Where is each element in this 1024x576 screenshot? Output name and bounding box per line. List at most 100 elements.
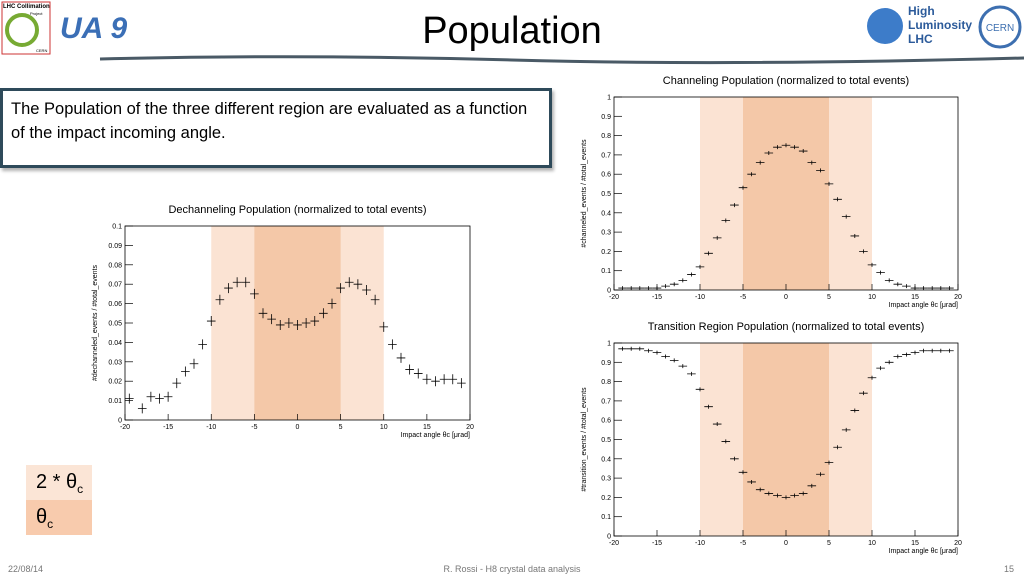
x-tick-label: 10: [868, 540, 876, 547]
data-point: [396, 352, 406, 363]
data-point: [155, 393, 164, 404]
data-point: [721, 439, 731, 444]
x-axis-label: Impact angle θc [μrad]: [889, 548, 958, 555]
x-tick-label: -5: [740, 540, 746, 547]
data-point: [945, 286, 954, 291]
data-point: [661, 354, 670, 359]
band: [743, 97, 829, 290]
data-point: [816, 472, 825, 477]
data-point: [405, 364, 414, 375]
x-tick-label: 20: [466, 424, 474, 431]
data-point: [798, 491, 808, 496]
y-tick-label: 0.5: [601, 437, 611, 444]
y-tick-label: 0.3: [601, 230, 611, 237]
data-point: [764, 491, 774, 496]
y-tick-label: 0.1: [112, 224, 122, 231]
logo-shape: [5, 13, 39, 47]
data-point: [945, 348, 954, 353]
data-point: [618, 286, 627, 291]
data-point: [841, 427, 851, 432]
data-point: [163, 391, 173, 402]
y-tick-label: 0: [118, 418, 122, 425]
data-point: [344, 277, 354, 288]
data-point: [859, 249, 868, 254]
data-point: [224, 283, 233, 294]
data-point: [388, 339, 397, 350]
data-point: [876, 270, 885, 275]
logo-text: Luminosity: [908, 18, 972, 32]
x-tick-label: -20: [120, 424, 130, 431]
data-point: [189, 358, 199, 369]
data-point: [669, 358, 679, 363]
data-point: [712, 422, 722, 427]
text-box: The Population of the three different re…: [0, 88, 552, 168]
y-tick-label: 0.6: [601, 418, 611, 425]
x-tick-label: -20: [609, 294, 619, 301]
data-point: [919, 348, 928, 353]
data-point: [137, 403, 147, 414]
x-tick-label: 15: [911, 540, 919, 547]
y-tick-label: 1: [607, 341, 611, 348]
footer-page: 15: [1004, 564, 1014, 574]
data-point: [370, 294, 380, 305]
data-point: [206, 316, 216, 327]
data-point: [275, 319, 285, 330]
header-rule: [99, 55, 1024, 65]
data-point: [661, 284, 670, 289]
data-point: [198, 339, 207, 350]
x-tick-label: 0: [784, 294, 788, 301]
data-point: [927, 286, 937, 291]
legend-item: 2 * θc: [26, 465, 92, 500]
data-point: [626, 286, 636, 291]
data-point: [327, 298, 337, 309]
y-tick-label: 0.01: [108, 398, 122, 405]
x-tick-label: 20: [954, 540, 962, 547]
data-point: [816, 168, 825, 173]
y-tick-label: 0.03: [108, 359, 122, 366]
data-point: [146, 391, 156, 402]
data-point: [712, 235, 722, 240]
data-point: [644, 348, 653, 353]
data-point: [241, 277, 251, 288]
ua9-logo: UA 9: [60, 12, 128, 45]
data-point: [833, 197, 842, 202]
data-point: [652, 286, 662, 291]
data-point: [250, 288, 259, 299]
x-axis-label: Impact angle θc [μrad]: [401, 432, 470, 439]
data-point: [738, 185, 748, 190]
data-point: [781, 495, 791, 500]
data-point: [730, 203, 739, 208]
data-point: [172, 378, 182, 389]
band: [743, 343, 829, 536]
footer-center: R. Rossi - H8 crystal data analysis: [443, 564, 581, 574]
data-point: [721, 218, 731, 223]
logo-text: Project: [30, 11, 43, 16]
y-tick-label: 0: [607, 534, 611, 541]
data-point: [457, 378, 466, 389]
data-point: [790, 145, 799, 150]
data-point: [867, 375, 877, 380]
data-point: [850, 233, 860, 238]
data-point: [215, 294, 225, 305]
data-point: [833, 445, 842, 450]
data-point: [379, 321, 389, 332]
y-tick-label: 0.06: [108, 301, 122, 308]
data-point: [413, 368, 423, 379]
chart-title: Channeling Population (normalized to tot…: [663, 75, 909, 87]
data-point: [353, 279, 363, 290]
data-point: [652, 350, 662, 355]
data-point: [747, 479, 756, 484]
y-tick-label: 0.9: [601, 360, 611, 367]
y-tick-label: 0.1: [601, 268, 611, 275]
data-point: [635, 286, 645, 291]
data-point: [678, 364, 688, 369]
y-tick-label: 0.4: [601, 210, 611, 217]
data-point: [773, 493, 782, 498]
y-tick-label: 0.05: [108, 321, 122, 328]
data-point: [422, 374, 432, 385]
y-tick-label: 0.5: [601, 191, 611, 198]
x-tick-label: 5: [827, 294, 831, 301]
data-point: [678, 278, 688, 283]
y-tick-label: 0.08: [108, 262, 122, 269]
